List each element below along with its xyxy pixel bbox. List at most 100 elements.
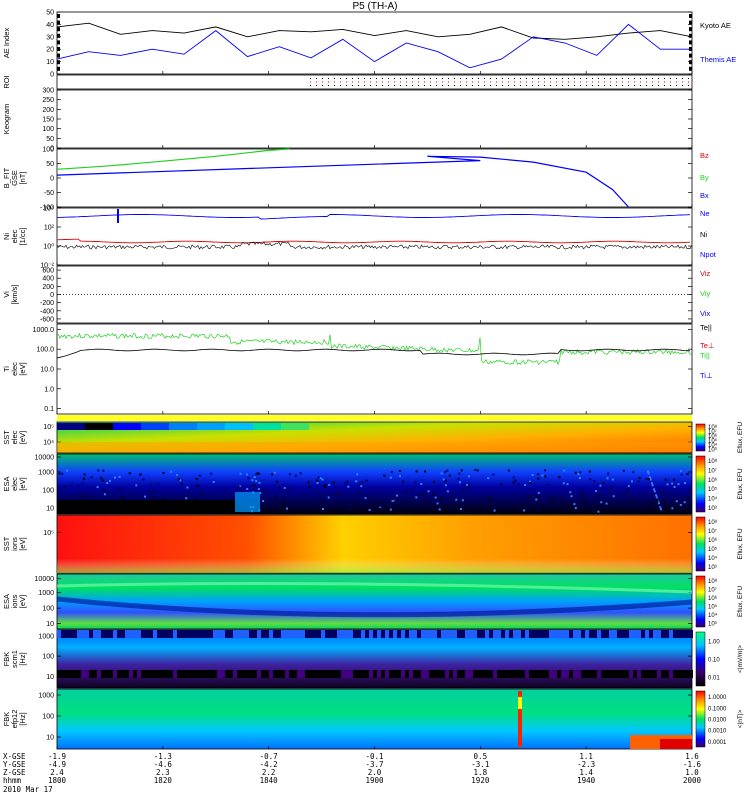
spectrogram-cell xyxy=(249,670,253,678)
spectrogram-cell xyxy=(453,670,457,678)
spectrogram-cell xyxy=(537,670,541,678)
spectrogram-cell xyxy=(681,630,685,638)
spectrogram-cell xyxy=(442,478,445,481)
spectrogram-cell xyxy=(389,630,393,638)
spectrogram-cell xyxy=(360,485,363,488)
spectrogram-cell xyxy=(541,670,545,678)
roi-dot xyxy=(556,85,557,86)
spectrogram-cell xyxy=(69,495,72,498)
spectrogram-cell xyxy=(664,505,667,507)
spectrogram-cell xyxy=(469,670,473,678)
spectrogram-cell xyxy=(140,473,142,476)
spectrogram-cell xyxy=(570,495,573,498)
spectrogram-cell xyxy=(684,482,686,485)
spectrogram-cell xyxy=(627,485,630,488)
spectrogram-cell xyxy=(315,501,318,504)
xaxis-value: 1920 xyxy=(471,776,490,785)
roi-dot xyxy=(520,78,521,79)
spectrogram-cell xyxy=(225,423,239,430)
legend-entry: Ti|| xyxy=(700,351,710,360)
y-axis-label: ROI xyxy=(2,75,11,88)
spectrogram-cell xyxy=(649,476,651,479)
spectrogram-cell xyxy=(521,630,525,638)
spectrogram-cell xyxy=(405,630,409,638)
colorbar-tick-label: 10⁷ xyxy=(708,586,717,593)
y-tick-label: 100 xyxy=(42,126,54,133)
roi-dot xyxy=(526,85,527,86)
roi-dot xyxy=(664,81,665,83)
y-axis-label: ESA xyxy=(2,594,11,609)
y-tick-label: 50 xyxy=(46,161,54,168)
spectrogram-cell xyxy=(424,470,426,473)
roi-dot xyxy=(346,78,347,79)
spectrogram-cell xyxy=(289,670,293,678)
spectrogram-cell xyxy=(149,670,153,678)
spectrogram-cell xyxy=(353,670,357,678)
roi-dot xyxy=(628,81,629,83)
spectrogram-cell xyxy=(405,670,409,678)
spectrogram-cell xyxy=(249,630,253,638)
xaxis-value: 1940 xyxy=(577,776,596,785)
spectrogram-cell xyxy=(185,497,188,500)
spectrogram-cell xyxy=(165,630,169,638)
edge-marker xyxy=(57,60,60,65)
roi-dot xyxy=(490,81,491,83)
spectrogram-cell xyxy=(105,670,109,678)
spectrogram-cell xyxy=(153,630,157,638)
spectrogram-cell xyxy=(461,670,465,678)
edge-marker xyxy=(57,53,60,58)
roi-dot xyxy=(454,78,455,79)
spectrogram-cell xyxy=(653,630,657,638)
roi-dot xyxy=(544,81,545,83)
spectrogram-cell xyxy=(113,630,117,638)
roi-dot xyxy=(370,78,371,79)
spectrogram-cell xyxy=(609,670,613,678)
spectrogram-cell xyxy=(187,490,190,493)
spectrogram-cell xyxy=(525,670,529,678)
colorbar-tick-label: 10³ xyxy=(708,447,717,453)
colorbar-tick-label: 0.10 xyxy=(708,658,720,664)
spectrogram-cell xyxy=(521,503,523,506)
roi-dot xyxy=(586,81,587,83)
spectrogram-cell xyxy=(217,670,221,678)
spectrogram-cell xyxy=(656,500,659,503)
spectrogram-cell xyxy=(344,481,347,484)
spectrogram-cell xyxy=(369,670,373,678)
spectrogram-cell xyxy=(559,488,562,491)
spectrogram-cell xyxy=(537,477,540,480)
spectrogram-cell xyxy=(434,496,437,499)
roi-dot xyxy=(328,78,329,79)
spectrogram-cell xyxy=(81,630,85,638)
colorbar-tick-label: 10⁴ xyxy=(708,555,718,562)
y-axis-label: [km/s] xyxy=(10,285,19,305)
spectrogram-cell xyxy=(673,489,676,492)
spectrogram-cell xyxy=(210,472,213,475)
series-line xyxy=(56,23,692,69)
spectrogram-cell xyxy=(361,670,365,678)
spectrogram-cell xyxy=(533,630,537,638)
spectrogram-cell xyxy=(162,472,165,474)
colorbar xyxy=(695,455,706,513)
colorbar-tick-label: 0.01 xyxy=(708,676,720,682)
spectrogram-cell xyxy=(660,508,662,511)
spectrogram-cell xyxy=(61,486,64,489)
roi-dot xyxy=(424,85,425,86)
spectrogram-cell xyxy=(649,502,652,505)
spectrogram-cell xyxy=(574,500,576,503)
roi-dot xyxy=(652,81,653,83)
spectrogram-cell xyxy=(261,630,265,638)
panels: AE Index 0 10 20 30 40 50 Kyoto AE Themis AE ROI K… xyxy=(2,10,744,750)
series-line xyxy=(56,148,290,170)
spectrogram-cell xyxy=(183,423,197,430)
spectrogram-cell xyxy=(493,670,497,678)
spectrogram-cell xyxy=(665,630,669,638)
spectrogram-cell xyxy=(597,510,600,513)
spectrogram-cell xyxy=(213,670,217,678)
xaxis-value: 1.1 xyxy=(579,752,593,761)
spectrogram-cell xyxy=(569,491,572,494)
spectrogram-cell xyxy=(212,481,215,483)
roi-dot xyxy=(388,85,389,86)
spectrogram-cell xyxy=(601,630,605,638)
spectrogram-cell xyxy=(356,473,359,476)
